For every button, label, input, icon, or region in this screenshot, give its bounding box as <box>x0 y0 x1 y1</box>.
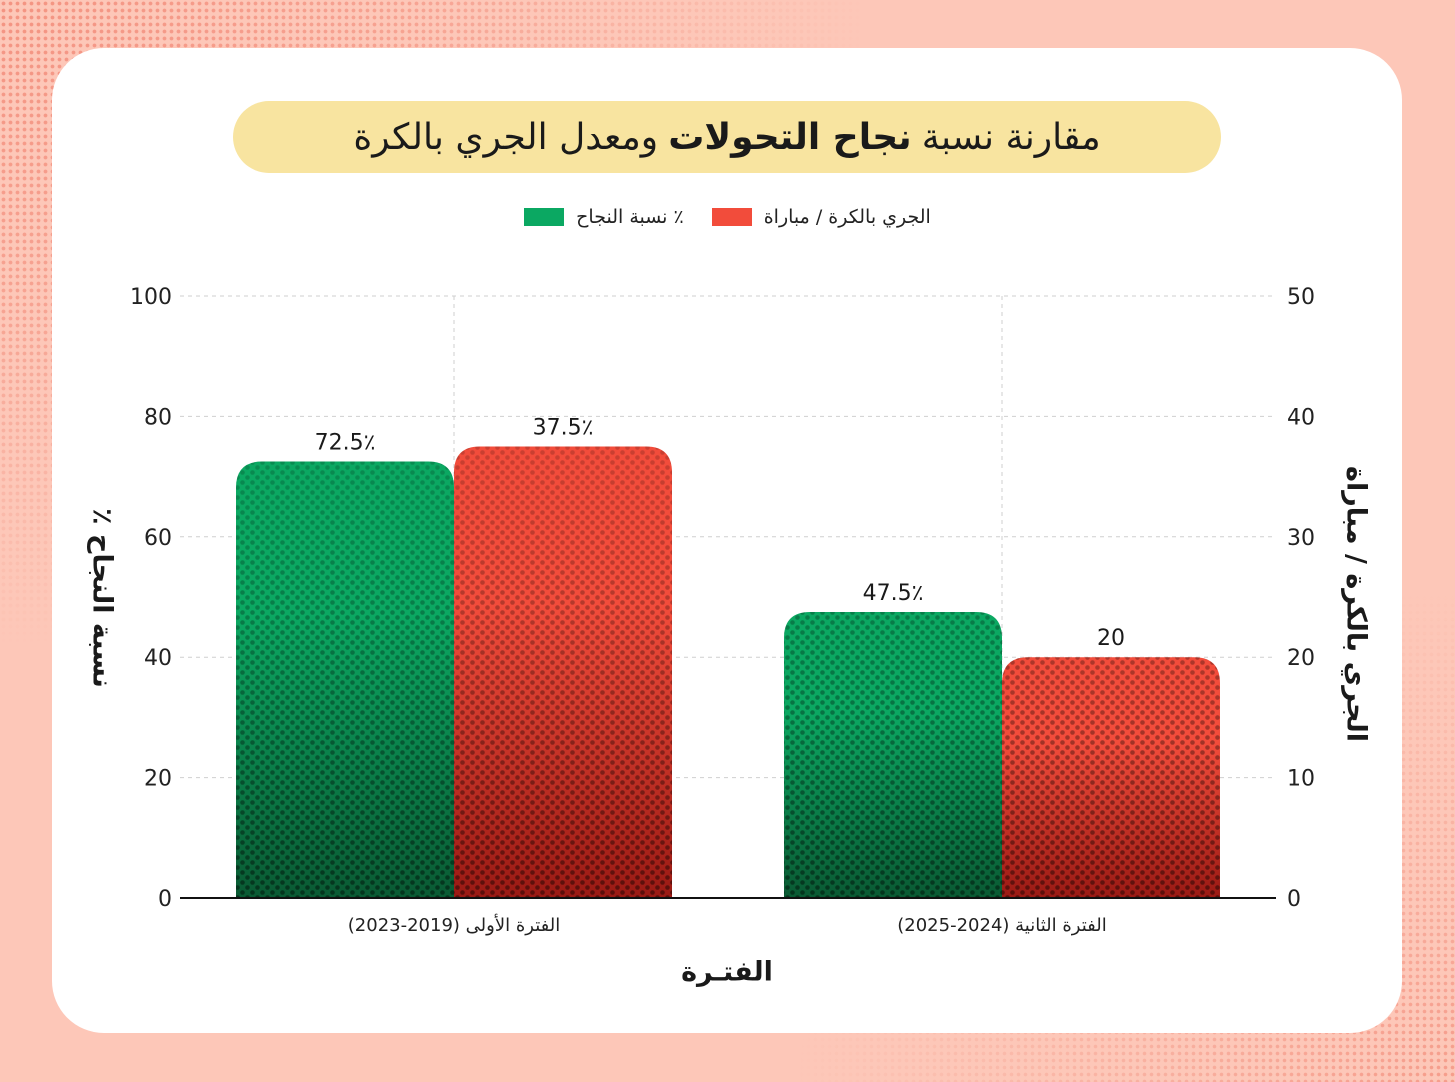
data-label: 72.5٪ <box>315 431 376 456</box>
legend-item-success: ٪ نسبة النجاح <box>524 206 684 228</box>
y-right-tick-label: 0 <box>1287 887 1301 912</box>
y-right-tick-label: 30 <box>1287 526 1315 551</box>
y-left-tick-label: 60 <box>144 526 172 551</box>
bar-halftone <box>236 461 454 898</box>
bar-halftone <box>784 612 1002 898</box>
title-end: ومعدل الجري بالكرة <box>353 116 659 158</box>
y-left-tick-label: 40 <box>144 646 172 671</box>
y-left-axis-title: ٪ نسبة النجاح <box>86 508 118 688</box>
data-label: 20 <box>1097 626 1125 651</box>
y-left-tick-label: 80 <box>144 405 172 430</box>
y-left-tick-label: 100 <box>130 285 172 310</box>
y-right-tick-label: 10 <box>1287 767 1315 792</box>
y-right-tick-label: 20 <box>1287 646 1315 671</box>
title-bold: نجاح التحولات <box>668 116 912 158</box>
legend-item-runs: الجري بالكرة / مباراة <box>711 206 931 228</box>
data-label: 47.5٪ <box>863 581 924 606</box>
legend-label-runs: الجري بالكرة / مباراة <box>763 206 931 228</box>
y-right-tick-label: 50 <box>1287 285 1315 310</box>
bar-halftone <box>454 446 672 898</box>
legend-swatch-green <box>524 208 565 226</box>
chart-title: مقارنة نسبة نجاح التحولات ومعدل الجري با… <box>233 101 1221 173</box>
data-label: 37.5٪ <box>533 416 594 441</box>
y-right-tick-label: 40 <box>1287 405 1315 430</box>
x-axis-title: الفتـرة <box>681 956 773 988</box>
legend: الجري بالكرة / مباراة ٪ نسبة النجاح <box>0 206 1455 228</box>
title-start: مقارنة نسبة <box>921 116 1101 158</box>
x-tick-label: الفترة الثانية (2024-2025) <box>897 915 1107 936</box>
x-tick-label: الفترة الأولى (2019-2023) <box>348 914 560 936</box>
y-right-axis-title: الجري بالكرة / مباراة <box>1340 466 1372 742</box>
legend-label-success: ٪ نسبة النجاح <box>576 206 684 228</box>
legend-swatch-red <box>711 208 752 226</box>
y-left-tick-label: 0 <box>158 887 172 912</box>
bar-halftone <box>1002 657 1220 898</box>
y-left-tick-label: 20 <box>144 767 172 792</box>
